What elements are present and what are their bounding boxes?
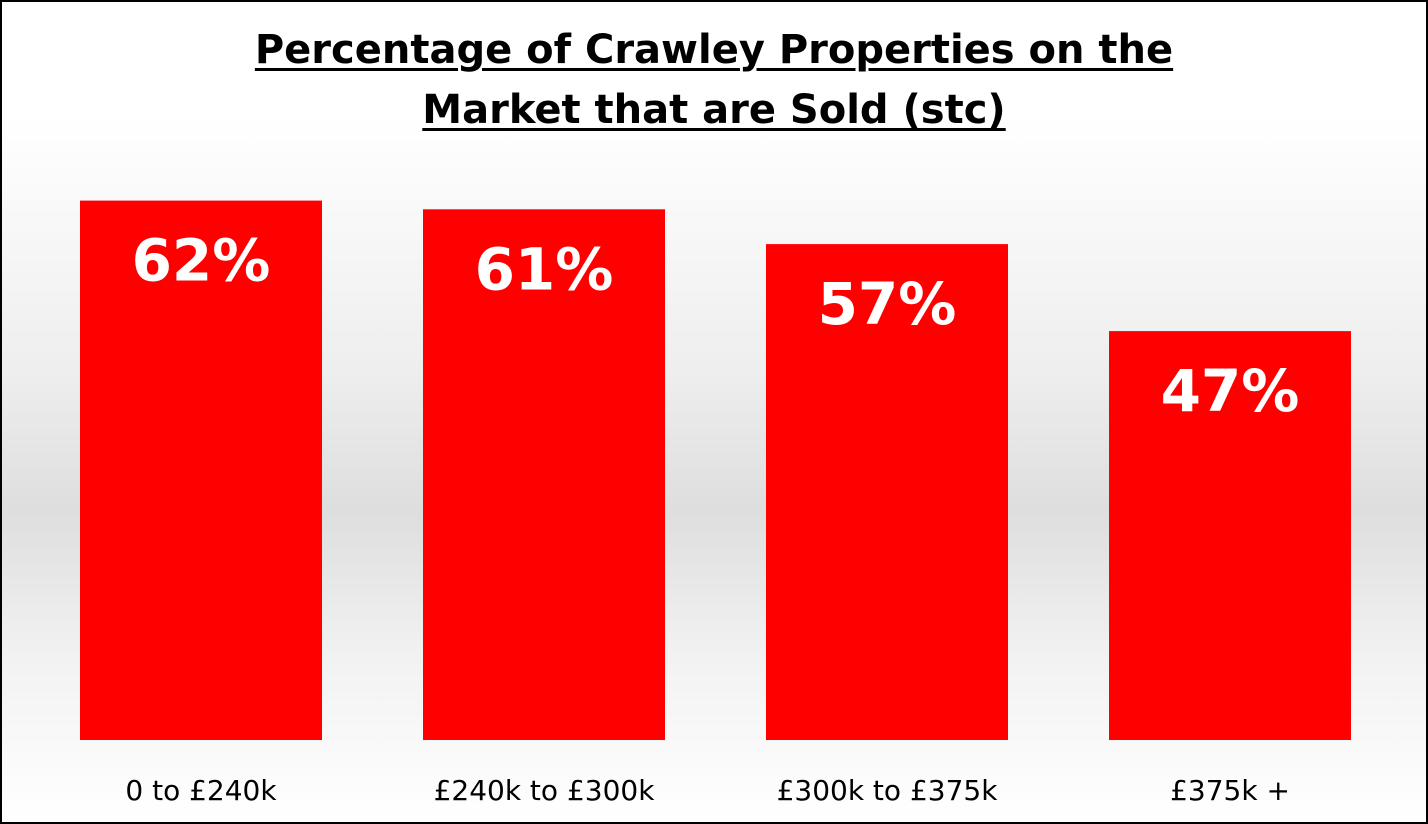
bar-1 — [80, 200, 322, 741]
chart-title: Percentage of Crawley Properties on the … — [2, 20, 1426, 140]
bar-value-label-4: 47% — [1161, 357, 1300, 425]
bar-value-label-2: 61% — [475, 235, 614, 303]
bar-value-label-1: 62% — [132, 227, 271, 295]
category-label-4: £375k + — [1170, 774, 1290, 807]
category-label-3: £300k to £375k — [777, 774, 999, 807]
category-label-2: £240k to £300k — [434, 774, 656, 807]
bar-3 — [766, 244, 1008, 740]
bar-value-label-3: 57% — [818, 270, 957, 338]
bar-4 — [1109, 331, 1351, 740]
chart-title-line-2: Market that are Sold (stc) — [422, 87, 1006, 133]
bar-2 — [423, 209, 665, 741]
category-label-1: 0 to £240k — [125, 774, 277, 807]
chart-title-line-1: Percentage of Crawley Properties on the — [254, 27, 1174, 73]
